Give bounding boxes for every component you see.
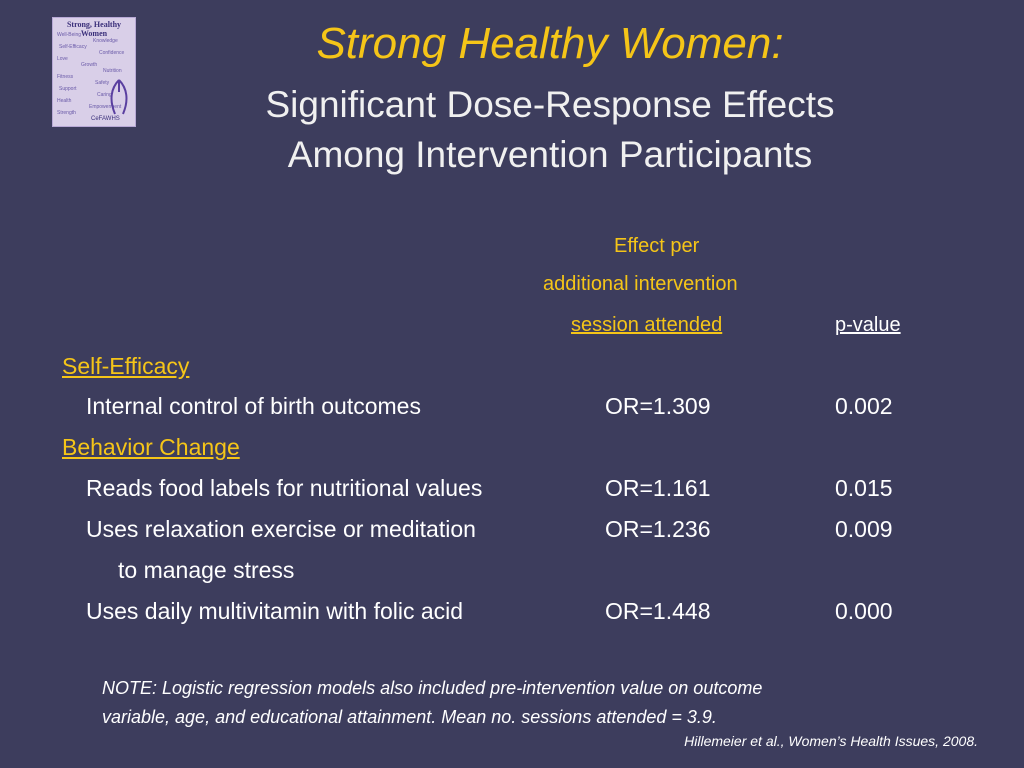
logo-word: Strength bbox=[57, 110, 76, 116]
footnote-line-1: NOTE: Logistic regression models also in… bbox=[102, 678, 763, 698]
slide-subtitle: Significant Dose-Response Effects Among … bbox=[150, 80, 950, 180]
logo-word: Well-Being bbox=[57, 32, 82, 38]
header-effect-line3: session attended bbox=[571, 314, 723, 336]
logo-word: Safety bbox=[95, 80, 110, 86]
row-pvalue: 0.015 bbox=[835, 475, 893, 501]
row-label-continued: to manage stress bbox=[118, 557, 295, 583]
figure-icon bbox=[110, 79, 128, 115]
logo-word: Health bbox=[57, 98, 72, 104]
row-label: Uses daily multivitamin with folic acid bbox=[86, 598, 464, 624]
subtitle-line-1: Significant Dose-Response Effects bbox=[265, 84, 835, 125]
row-label: Reads food labels for nutritional values bbox=[86, 475, 483, 501]
row-pvalue: 0.002 bbox=[835, 393, 893, 419]
footnote-line-2: variable, age, and educational attainmen… bbox=[102, 707, 717, 727]
header-effect-line2: additional intervention bbox=[543, 273, 738, 295]
logo-word: Caring bbox=[97, 92, 112, 98]
logo-word: Love bbox=[57, 56, 68, 62]
section-self-efficacy: Self-Efficacy bbox=[62, 353, 190, 379]
subtitle-line-2: Among Intervention Participants bbox=[287, 134, 813, 175]
row-label: Uses relaxation exercise or meditation bbox=[86, 516, 476, 542]
logo-org: CeFAWHS bbox=[91, 116, 120, 122]
logo-word: Self-Efficacy bbox=[59, 44, 87, 50]
logo-image: Strong, Healthy Women Well-Being Knowled… bbox=[52, 17, 136, 127]
row-effect: OR=1.309 bbox=[605, 393, 711, 419]
slide-title: Strong Healthy Women: bbox=[316, 19, 784, 68]
row-label: Internal control of birth outcomes bbox=[86, 393, 421, 419]
header-effect-line1: Effect per bbox=[614, 235, 700, 257]
header-pvalue: p-value bbox=[835, 314, 901, 336]
logo-word: Fitness bbox=[57, 74, 74, 80]
logo-word: Empowerment bbox=[89, 104, 122, 110]
logo-word: Growth bbox=[81, 62, 98, 68]
footnote: NOTE: Logistic regression models also in… bbox=[102, 674, 962, 732]
logo-word: Knowledge bbox=[93, 38, 118, 44]
row-pvalue: 0.000 bbox=[835, 598, 893, 624]
row-effect: OR=1.161 bbox=[605, 475, 711, 501]
citation: Hillemeier et al., Women’s Health Issues… bbox=[684, 733, 978, 749]
row-effect: OR=1.448 bbox=[605, 598, 711, 624]
logo-word: Support bbox=[59, 86, 77, 92]
logo-word: Nutrition bbox=[103, 68, 122, 74]
row-effect: OR=1.236 bbox=[605, 516, 711, 542]
logo-word: Confidence bbox=[99, 50, 125, 56]
logo-title: Strong, Healthy Women bbox=[66, 20, 122, 38]
row-pvalue: 0.009 bbox=[835, 516, 893, 542]
section-behavior-change: Behavior Change bbox=[62, 434, 240, 460]
